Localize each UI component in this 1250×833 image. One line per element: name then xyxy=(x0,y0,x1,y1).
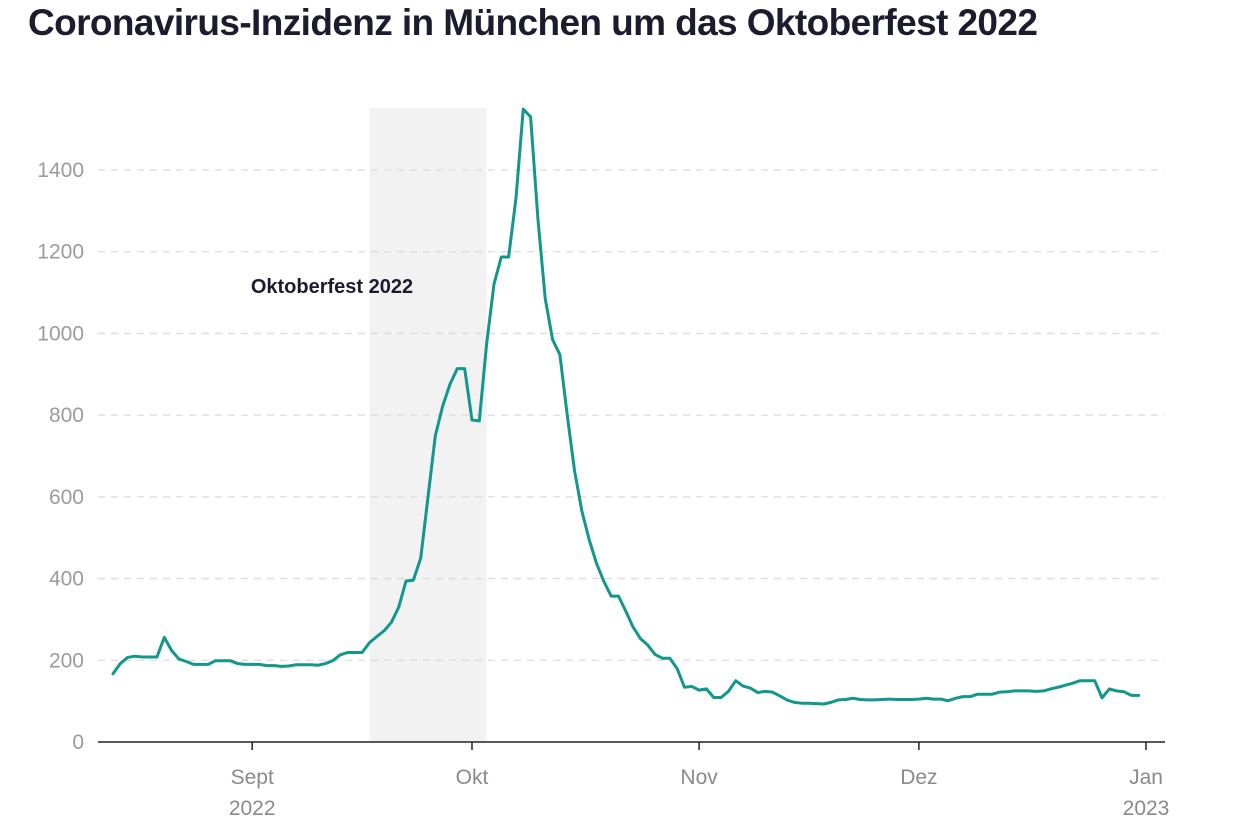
y-tick-label: 1400 xyxy=(37,159,84,182)
x-axis: Sept 2022 Okt Nov Dez Jan 2023 xyxy=(98,741,1170,820)
series-line-0 xyxy=(111,107,1141,706)
annotation-layer: Oktoberfest 2022 xyxy=(251,276,413,298)
y-tick-label: 800 xyxy=(49,404,84,427)
x-tick-label: Jan xyxy=(1129,766,1163,789)
oktoberfest-annotation: Oktoberfest 2022 xyxy=(251,276,413,298)
series-layer xyxy=(111,107,1141,706)
highlight-layer xyxy=(369,108,487,742)
x-tick-label: Sept xyxy=(231,766,274,789)
y-tick-label: 400 xyxy=(49,568,84,591)
x-tick-sublabel: 2023 xyxy=(1123,797,1170,820)
y-tick-label: 600 xyxy=(49,486,84,509)
x-tick-label: Okt xyxy=(456,766,489,789)
oktoberfest-highlight-band xyxy=(369,108,487,742)
grid-layer xyxy=(98,169,1165,661)
y-tick-label: 1200 xyxy=(37,241,84,264)
chart-title: Coronavirus-Inzidenz in München um das O… xyxy=(28,2,1038,43)
x-tick-label: Nov xyxy=(680,766,718,789)
y-axis: 0 200 400 600 800 1000 1200 1400 xyxy=(37,159,84,754)
x-tick-label: Dez xyxy=(900,766,937,789)
y-tick-label: 1000 xyxy=(37,322,84,345)
y-tick-label: 200 xyxy=(49,649,84,672)
x-tick-sublabel: 2022 xyxy=(229,797,276,820)
y-tick-label: 0 xyxy=(72,731,84,754)
